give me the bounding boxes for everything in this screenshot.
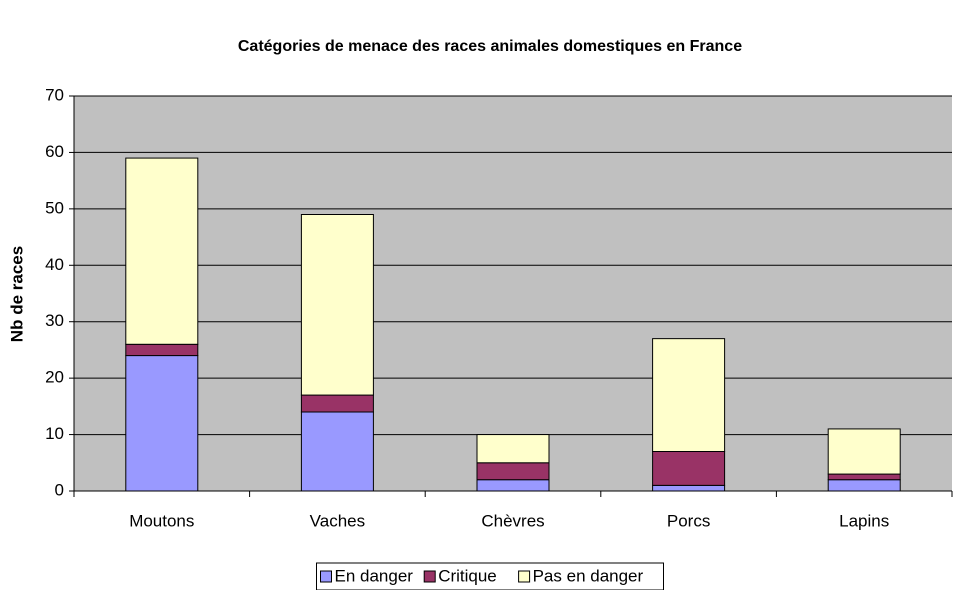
y-axis-label: Nb de races [7,246,26,342]
bar-segment [827,479,901,492]
x-tick-label: Moutons [129,511,194,530]
legend-swatch [518,570,531,583]
legend-swatch [423,570,436,583]
bar-segment [827,473,901,481]
bar-segment [652,484,726,492]
bar-segment [652,451,726,486]
x-tick-label: Vaches [310,511,365,530]
y-tick-label: 20 [45,368,64,387]
bar-segment [300,214,374,396]
y-tick-label: 70 [45,85,64,104]
plot-area [74,96,952,491]
y-tick-label: 60 [45,142,64,161]
bar-segment [125,355,199,492]
y-tick-label: 30 [45,311,64,330]
bar-segment [827,428,901,475]
y-tick-label: 50 [45,198,64,217]
bar-segment [652,338,726,452]
y-tick-label: 10 [45,424,64,443]
x-tick-label: Lapins [839,511,889,530]
legend-box [316,562,664,590]
legend-swatch [320,570,332,583]
y-tick-label: 0 [55,480,64,499]
bar-segment [476,462,550,481]
bar-segment [125,157,199,345]
chart-title: Catégories de menace des races animales … [238,38,742,55]
y-tick-label: 40 [45,255,64,274]
bar-segment [476,479,550,492]
legend-label: Critique [438,566,497,585]
bar-segment [125,343,199,357]
legend-label: En danger [335,566,414,585]
x-tick-label: Chèvres [481,511,544,530]
bar-segment [476,434,550,464]
bar-segment [300,394,374,413]
legend-label: Pas en danger [533,566,644,585]
x-tick-label: Porcs [667,511,710,530]
bar-segment [300,411,374,492]
